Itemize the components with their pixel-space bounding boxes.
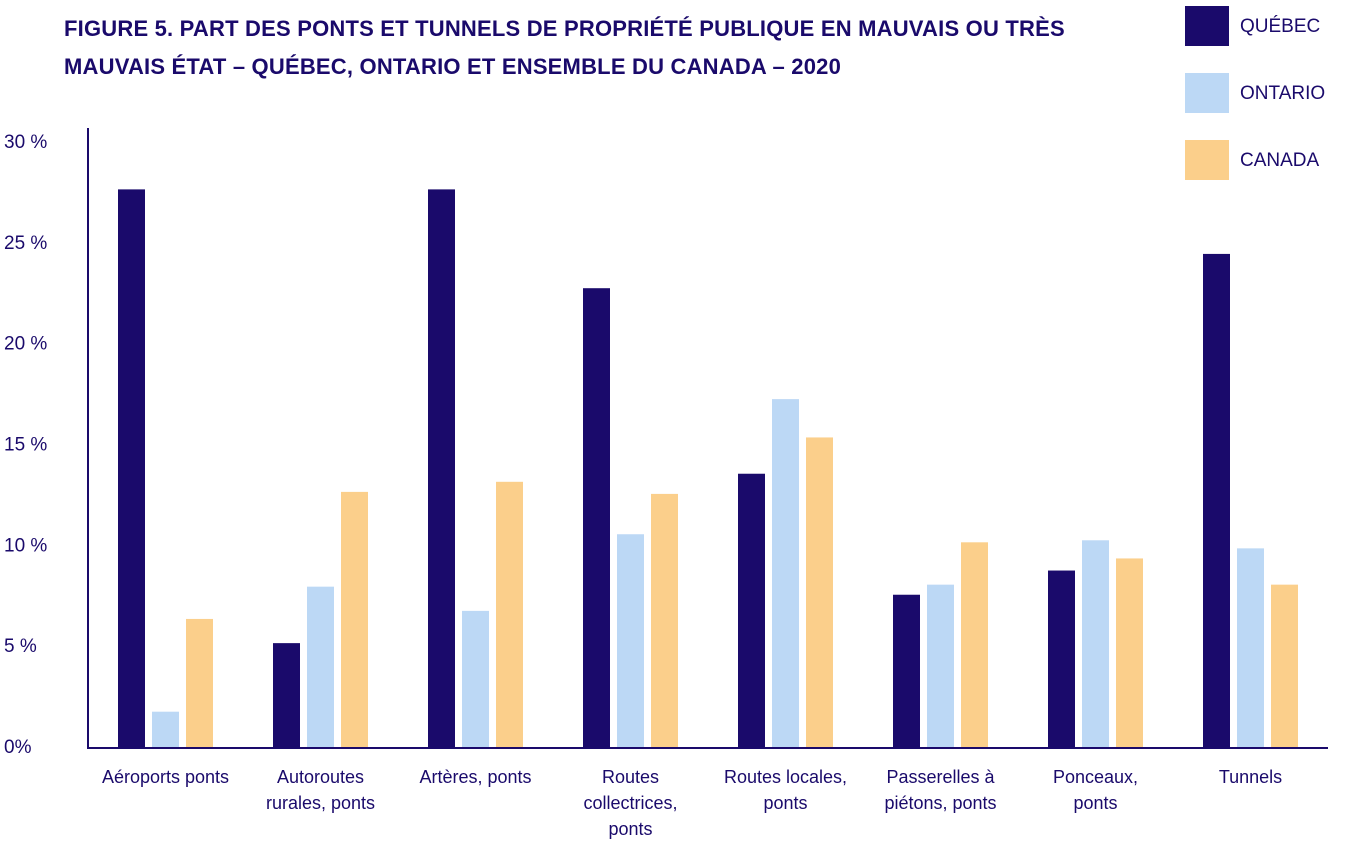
- bar: [583, 288, 610, 748]
- bar: [1237, 548, 1264, 748]
- y-tick-label: 25 %: [4, 233, 47, 254]
- bar: [1116, 558, 1143, 748]
- x-tick-label: Aéroports ponts: [101, 767, 230, 787]
- bar: [341, 491, 368, 748]
- legend-label: ONTARIO: [1240, 83, 1325, 104]
- x-tick-label: Ponceaux, ponts: [1052, 767, 1139, 813]
- bar: [927, 584, 954, 748]
- legend-label: QUÉBEC: [1240, 16, 1320, 37]
- x-tick-label: Routes locales, ponts: [723, 767, 848, 813]
- x-tick-label: Autoroutes rurales, ponts: [265, 767, 376, 813]
- bar: [118, 189, 145, 749]
- bar: [617, 534, 644, 748]
- x-tick-label: Passerelles à piétons, ponts: [884, 767, 997, 813]
- legend-swatch: [1185, 6, 1229, 46]
- bar: [1082, 540, 1109, 748]
- bar: [428, 189, 455, 749]
- bar: [772, 399, 799, 748]
- bar: [651, 493, 678, 748]
- legend-label: CANADA: [1240, 150, 1320, 171]
- legend-swatch: [1185, 73, 1229, 113]
- chart-title: FIGURE 5. PART DES PONTS ET TUNNELS DE P…: [64, 16, 1065, 79]
- bar: [462, 610, 489, 748]
- bar: [307, 586, 334, 748]
- bar: [1048, 570, 1075, 748]
- y-tick-label: 15 %: [4, 435, 47, 456]
- x-tick-label: Artères, ponts: [419, 767, 532, 787]
- bar: [738, 473, 765, 748]
- legend-swatch: [1185, 140, 1229, 180]
- bar: [961, 542, 988, 748]
- y-tick-label: 10 %: [4, 535, 47, 556]
- x-tick-label: Tunnels: [1218, 767, 1283, 787]
- bar: [152, 711, 179, 748]
- y-tick-label: 5 %: [4, 636, 37, 657]
- bar: [1203, 253, 1230, 748]
- bar: [806, 437, 833, 748]
- x-tick-label: Routes collectrices, ponts: [583, 767, 678, 839]
- bar: [186, 618, 213, 748]
- y-tick-label: 20 %: [4, 334, 47, 355]
- bar: [1271, 584, 1298, 748]
- bar: [496, 481, 523, 748]
- bar: [273, 643, 300, 748]
- bar: [893, 594, 920, 748]
- y-tick-label: 0%: [4, 737, 32, 758]
- y-tick-label: 30 %: [4, 132, 47, 153]
